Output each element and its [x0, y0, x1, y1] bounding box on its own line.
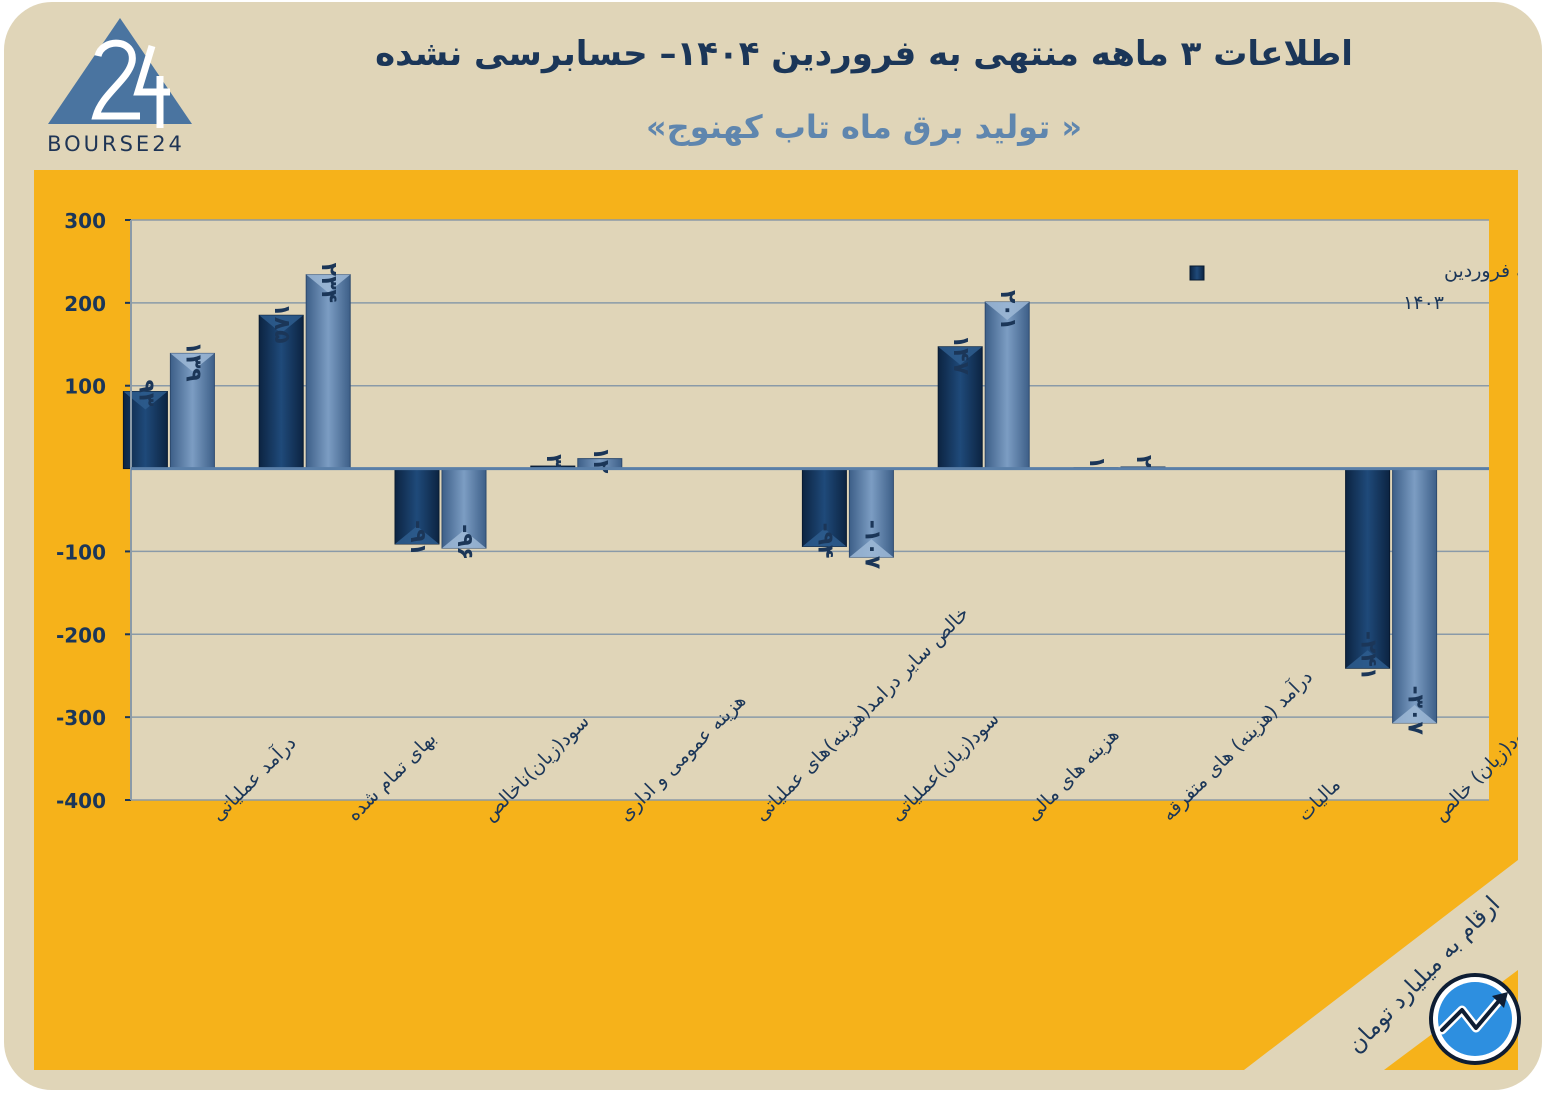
bar-bevel — [849, 539, 894, 558]
bar-bevel — [938, 346, 983, 365]
y-tick-label: -300 — [56, 706, 106, 730]
page-title: اطلاعات ۳ ماهه منتهی به فروردین ۱۴۰۴– حس… — [375, 34, 1353, 74]
logo-numeral-two — [91, 39, 140, 120]
bar-bevel — [1345, 650, 1390, 669]
brand-badge-icon — [1429, 973, 1521, 1065]
bar-bevel — [395, 525, 439, 544]
y-tick-label: -100 — [56, 540, 106, 564]
y-tick-label: -400 — [56, 789, 106, 813]
bar-series-2 — [169, 352, 215, 470]
data-label: ۲۰۱ — [995, 290, 1020, 330]
data-label: -۱۰۷ — [859, 520, 884, 570]
bar-bevel — [442, 530, 486, 549]
bars-layer — [122, 274, 1438, 724]
y-tick-label: 100 — [64, 375, 106, 399]
data-label: ۱۸۵ — [269, 303, 294, 343]
legend-label: عملکرد منتهی به فروردین — [1444, 260, 1518, 282]
logo-numeral-four — [133, 44, 170, 128]
page-subtitle: « تولید برق ماه تاب کهنوج» — [645, 108, 1083, 146]
data-label: ۲ — [1131, 455, 1156, 469]
bar-bevel — [1392, 704, 1437, 723]
bar-series-2 — [984, 301, 1030, 470]
y-tick-label: 200 — [64, 292, 106, 316]
data-label: ۱۳۹ — [180, 341, 205, 381]
infographic-card: BOURSE24 اطلاعات ۳ ماهه منتهی به فروردین… — [4, 2, 1542, 1090]
y-tick-label: -200 — [56, 623, 106, 647]
data-label: -۹۱ — [405, 520, 430, 556]
data-label: ۳ — [541, 454, 566, 468]
grid-layer — [131, 219, 1489, 801]
logo-triangle — [48, 18, 192, 124]
chart-panel: ۹۳ ۱۳۹ ۱۸۵ ۲۳۴ -۹۱ -۹۶ ۳ ۱۲ -۹۴ -۱۰۷ ۱۴۷ ۲۰۱ ۱ ۲ -۲۴۱-… — [34, 170, 1518, 1070]
y-tick-label: 300 — [64, 209, 106, 233]
logo-text: BOURSE24 — [47, 132, 185, 156]
bourse24-logo — [48, 18, 192, 128]
data-label: -۹۴ — [812, 522, 837, 558]
data-label: ۲۳۴ — [316, 263, 341, 303]
data-label: -۹۶ — [452, 524, 477, 560]
bar-bevel — [985, 302, 1030, 321]
bar-series-2 — [305, 274, 351, 470]
legend-swatch — [1189, 265, 1205, 281]
data-label: -۲۴۱ — [1356, 631, 1381, 680]
data-label: ۱۴۷ — [948, 335, 973, 376]
data-label: -۳۰۷ — [1403, 686, 1428, 736]
data-label: ۹۳ — [133, 380, 158, 407]
bar-series-1 — [1345, 468, 1391, 669]
bar-bevel — [306, 274, 351, 293]
bar-bevel — [802, 528, 847, 547]
bar-bevel — [259, 315, 304, 334]
data-label: ۱ — [1084, 456, 1109, 469]
bar-bevel — [170, 353, 215, 372]
bar-bevel — [123, 391, 168, 410]
legend-year: ۱۴۰۳ — [1403, 292, 1444, 314]
